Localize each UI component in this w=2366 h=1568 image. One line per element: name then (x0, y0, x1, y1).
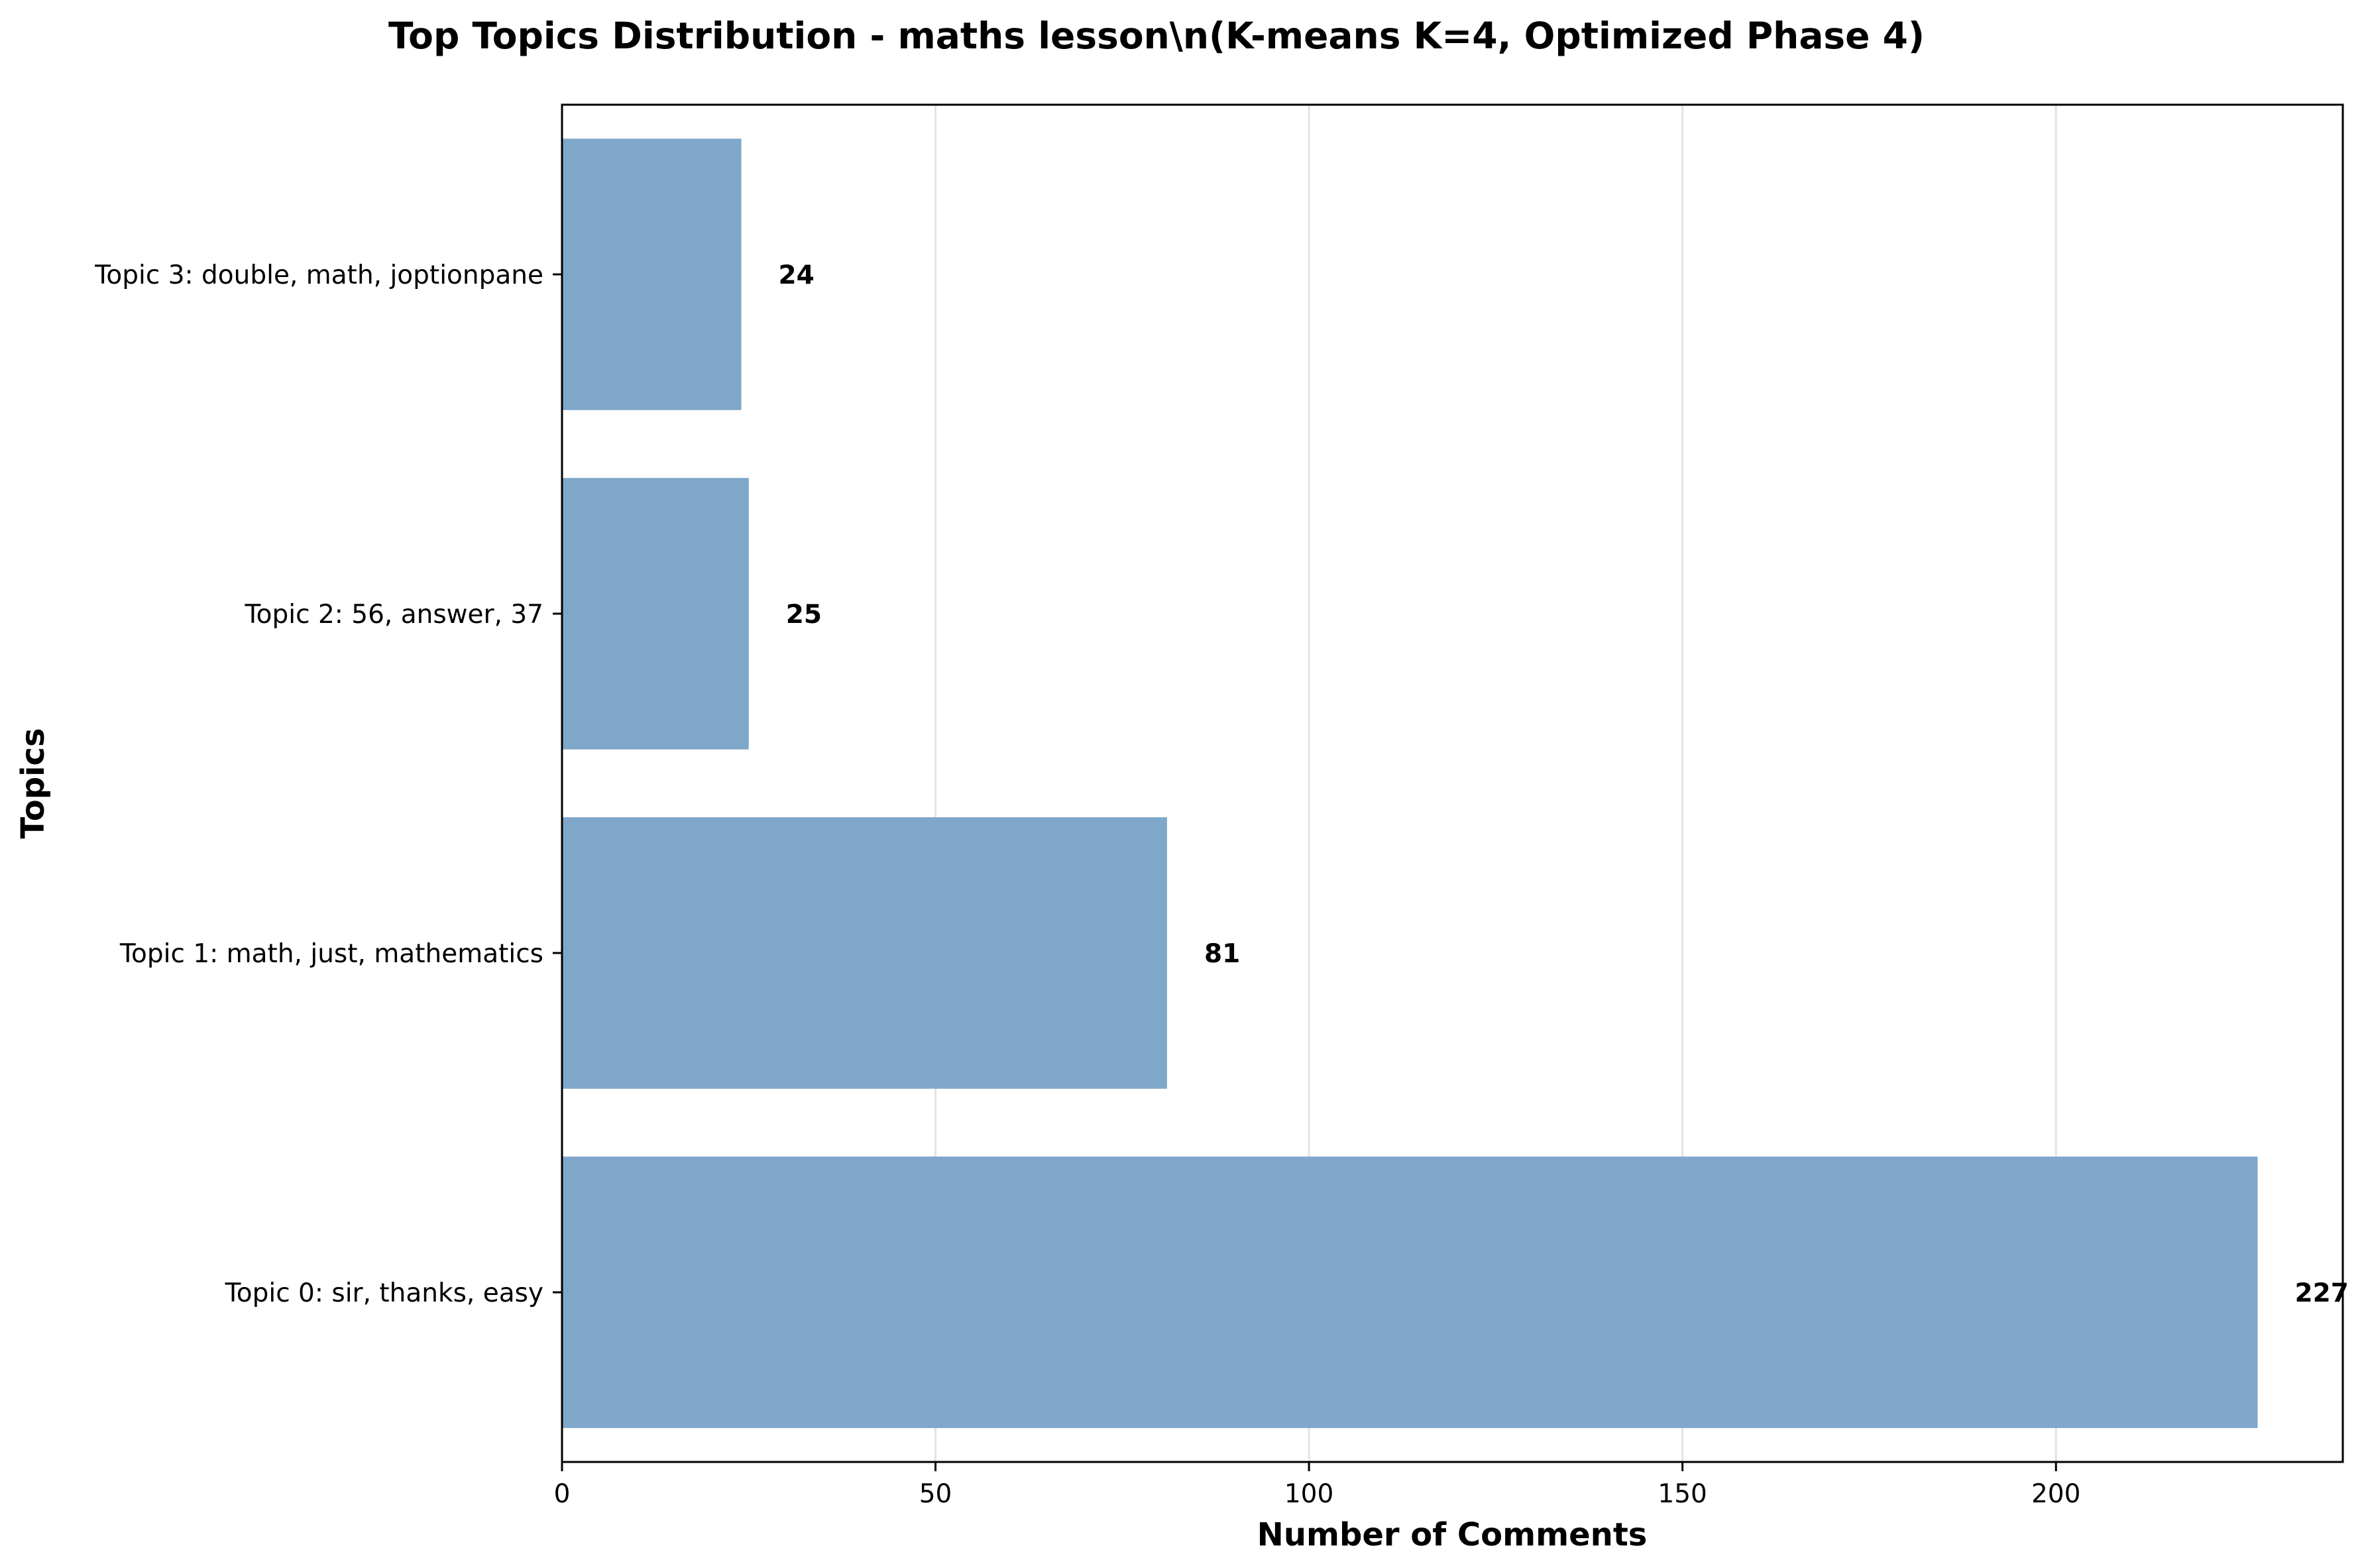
y-axis: Topic 0: sir, thanks, easy Topic 1: math,… (94, 260, 562, 1308)
x-axis: 0 50 100 150 200 (554, 1462, 2080, 1509)
bar-value-label: 81 (1204, 939, 1240, 969)
y-tick-label: Topic 2: 56, answer, 37 (244, 600, 543, 630)
bar (562, 1156, 2258, 1428)
y-axis-label: Topics (15, 728, 52, 838)
bar-value-label: 24 (779, 260, 815, 290)
bar (562, 478, 749, 750)
x-axis-label: Number of Comments (1257, 1516, 1648, 1553)
y-tick-label: Topic 1: math, just, mathematics (119, 939, 543, 969)
y-tick-label: Topic 3: double, math, joptionpane (94, 260, 543, 290)
x-tick-label: 100 (1284, 1479, 1333, 1509)
bar-layer (562, 139, 2258, 1428)
x-tick-label: 150 (1658, 1479, 1707, 1509)
bar-value-label: 227 (2295, 1278, 2349, 1308)
bar (562, 139, 742, 410)
plot-frame (561, 103, 2344, 1463)
x-tick-label: 200 (2031, 1479, 2080, 1509)
chart-title: Top Topics Distribution - maths lesson\n… (388, 15, 1925, 57)
x-tick-label: 50 (919, 1479, 952, 1509)
bar (562, 817, 1167, 1089)
x-tick-label: 0 (554, 1479, 571, 1509)
bar-value-label: 25 (786, 600, 822, 630)
y-tick-label: Topic 0: sir, thanks, easy (225, 1278, 543, 1308)
data-labels: 227 81 25 24 (779, 260, 2349, 1308)
